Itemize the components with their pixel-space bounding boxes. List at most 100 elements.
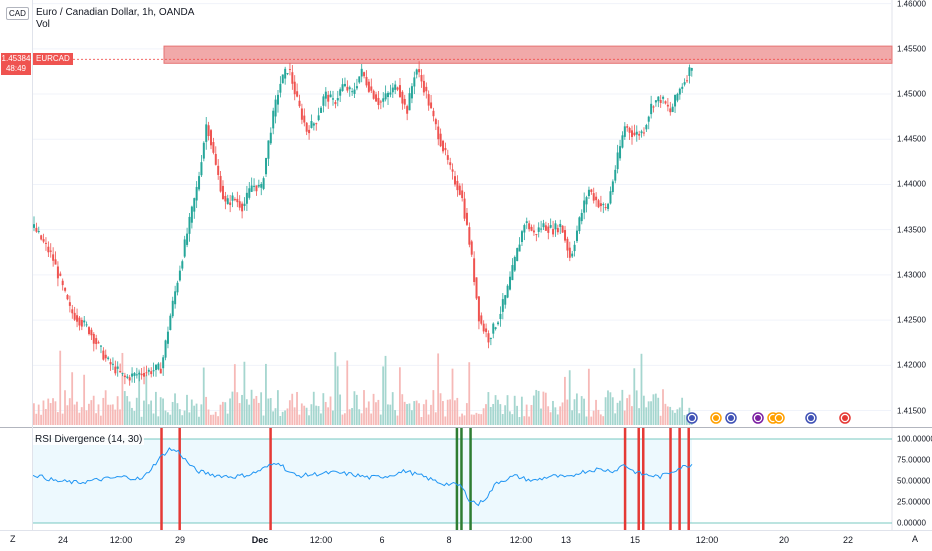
volume-bar — [169, 414, 172, 425]
x-tick-label: 20 — [778, 535, 790, 545]
blue-flag-icon — [808, 415, 814, 421]
volume-bar — [587, 368, 590, 425]
volume-bar — [214, 411, 217, 425]
candle-body — [585, 197, 588, 205]
candle-body — [265, 157, 268, 175]
volume-bar — [47, 398, 50, 425]
candle-body — [116, 366, 119, 369]
rsi-pane[interactable] — [0, 428, 932, 530]
volume-bar — [95, 413, 97, 425]
volume-bar — [377, 399, 380, 425]
volume-bar — [346, 360, 349, 425]
volume-bar — [322, 393, 325, 425]
volume-bar — [68, 398, 71, 425]
volume-bar — [475, 412, 478, 425]
volume-bar — [676, 409, 679, 425]
candle-body — [583, 200, 586, 213]
volume-bar — [647, 401, 650, 425]
candle-body — [607, 203, 610, 209]
candle-body — [243, 203, 246, 207]
candle-body — [504, 295, 507, 305]
candle-body — [276, 94, 279, 105]
volume-bar — [284, 410, 286, 425]
candle-body — [97, 342, 100, 344]
volume-bar — [317, 406, 320, 425]
volume-bar — [116, 396, 119, 425]
candle-body — [164, 340, 167, 358]
candle-body — [406, 106, 409, 114]
volume-bar — [410, 410, 413, 425]
candle-body — [195, 186, 198, 201]
candle-body — [238, 201, 241, 208]
candle-body — [76, 315, 79, 322]
volume-bar — [590, 416, 593, 425]
volume-bar — [566, 399, 569, 425]
volume-bar — [616, 402, 619, 425]
candle-body — [312, 123, 315, 126]
candle-body — [363, 72, 366, 77]
x-tick-label: 15 — [629, 535, 641, 545]
volume-bar — [88, 403, 90, 425]
volume-bar — [157, 416, 160, 425]
candle-body — [676, 93, 679, 101]
auto-scale-toggle[interactable]: A — [912, 534, 919, 544]
chart-title[interactable]: Euro / Canadian Dollar, 1h, OANDA — [36, 7, 195, 18]
volume-bar — [413, 401, 416, 425]
volume-bar — [229, 398, 231, 425]
volume-bar — [78, 412, 81, 425]
volume-bar — [300, 403, 303, 425]
rsi-legend[interactable]: RSI Divergence (14, 30) — [33, 434, 145, 445]
volume-bar — [255, 395, 258, 425]
candle-body — [315, 123, 318, 125]
candle-body — [190, 206, 193, 223]
candle-body — [638, 133, 641, 136]
currency-badge[interactable]: CAD — [6, 7, 29, 20]
candle-body — [37, 231, 40, 233]
price-pane[interactable] — [0, 0, 932, 428]
candle-body — [293, 81, 296, 95]
volume-bar — [154, 391, 157, 425]
volume-bar — [473, 414, 475, 425]
volume-bar — [487, 392, 490, 425]
volume-bar — [597, 409, 600, 425]
volume-bar — [126, 396, 129, 425]
candle-body — [111, 363, 114, 365]
volume-bar — [506, 395, 509, 425]
volume-bar — [236, 392, 239, 425]
zoom-toggle[interactable]: Z — [10, 534, 16, 544]
volume-legend[interactable]: Vol — [36, 19, 50, 30]
volume-bar — [150, 400, 153, 425]
volume-bar — [444, 416, 447, 425]
candle-body — [635, 131, 638, 135]
volume-bar — [159, 397, 162, 425]
candle-body — [604, 207, 607, 209]
candle-body — [446, 155, 449, 160]
candle-body — [482, 323, 485, 332]
bullish-divergence-bar — [455, 428, 459, 530]
candle-body — [370, 86, 373, 91]
candle-body — [575, 230, 578, 242]
volume-bar — [243, 361, 246, 425]
candle-body — [592, 193, 595, 201]
candle-body — [147, 369, 150, 372]
candle-body — [449, 162, 452, 166]
candle-body — [355, 86, 358, 89]
x-tick-label: 22 — [842, 535, 854, 545]
volume-bar — [324, 401, 327, 425]
candle-body — [427, 94, 430, 106]
rsi-tick-label: 100.00000 — [897, 434, 932, 444]
candle-body — [444, 147, 447, 151]
volume-bar — [293, 407, 296, 425]
volume-bar — [482, 408, 485, 425]
candle-body — [463, 198, 466, 219]
volume-bar — [650, 401, 652, 425]
candle-body — [348, 87, 351, 90]
candle-body — [329, 94, 332, 98]
volume-bar — [188, 412, 191, 425]
volume-bar — [233, 364, 236, 425]
volume-bar — [200, 404, 203, 425]
volume-bar — [365, 407, 368, 425]
volume-bar — [248, 404, 251, 425]
volume-bar — [477, 413, 480, 425]
candle-body — [377, 97, 380, 106]
